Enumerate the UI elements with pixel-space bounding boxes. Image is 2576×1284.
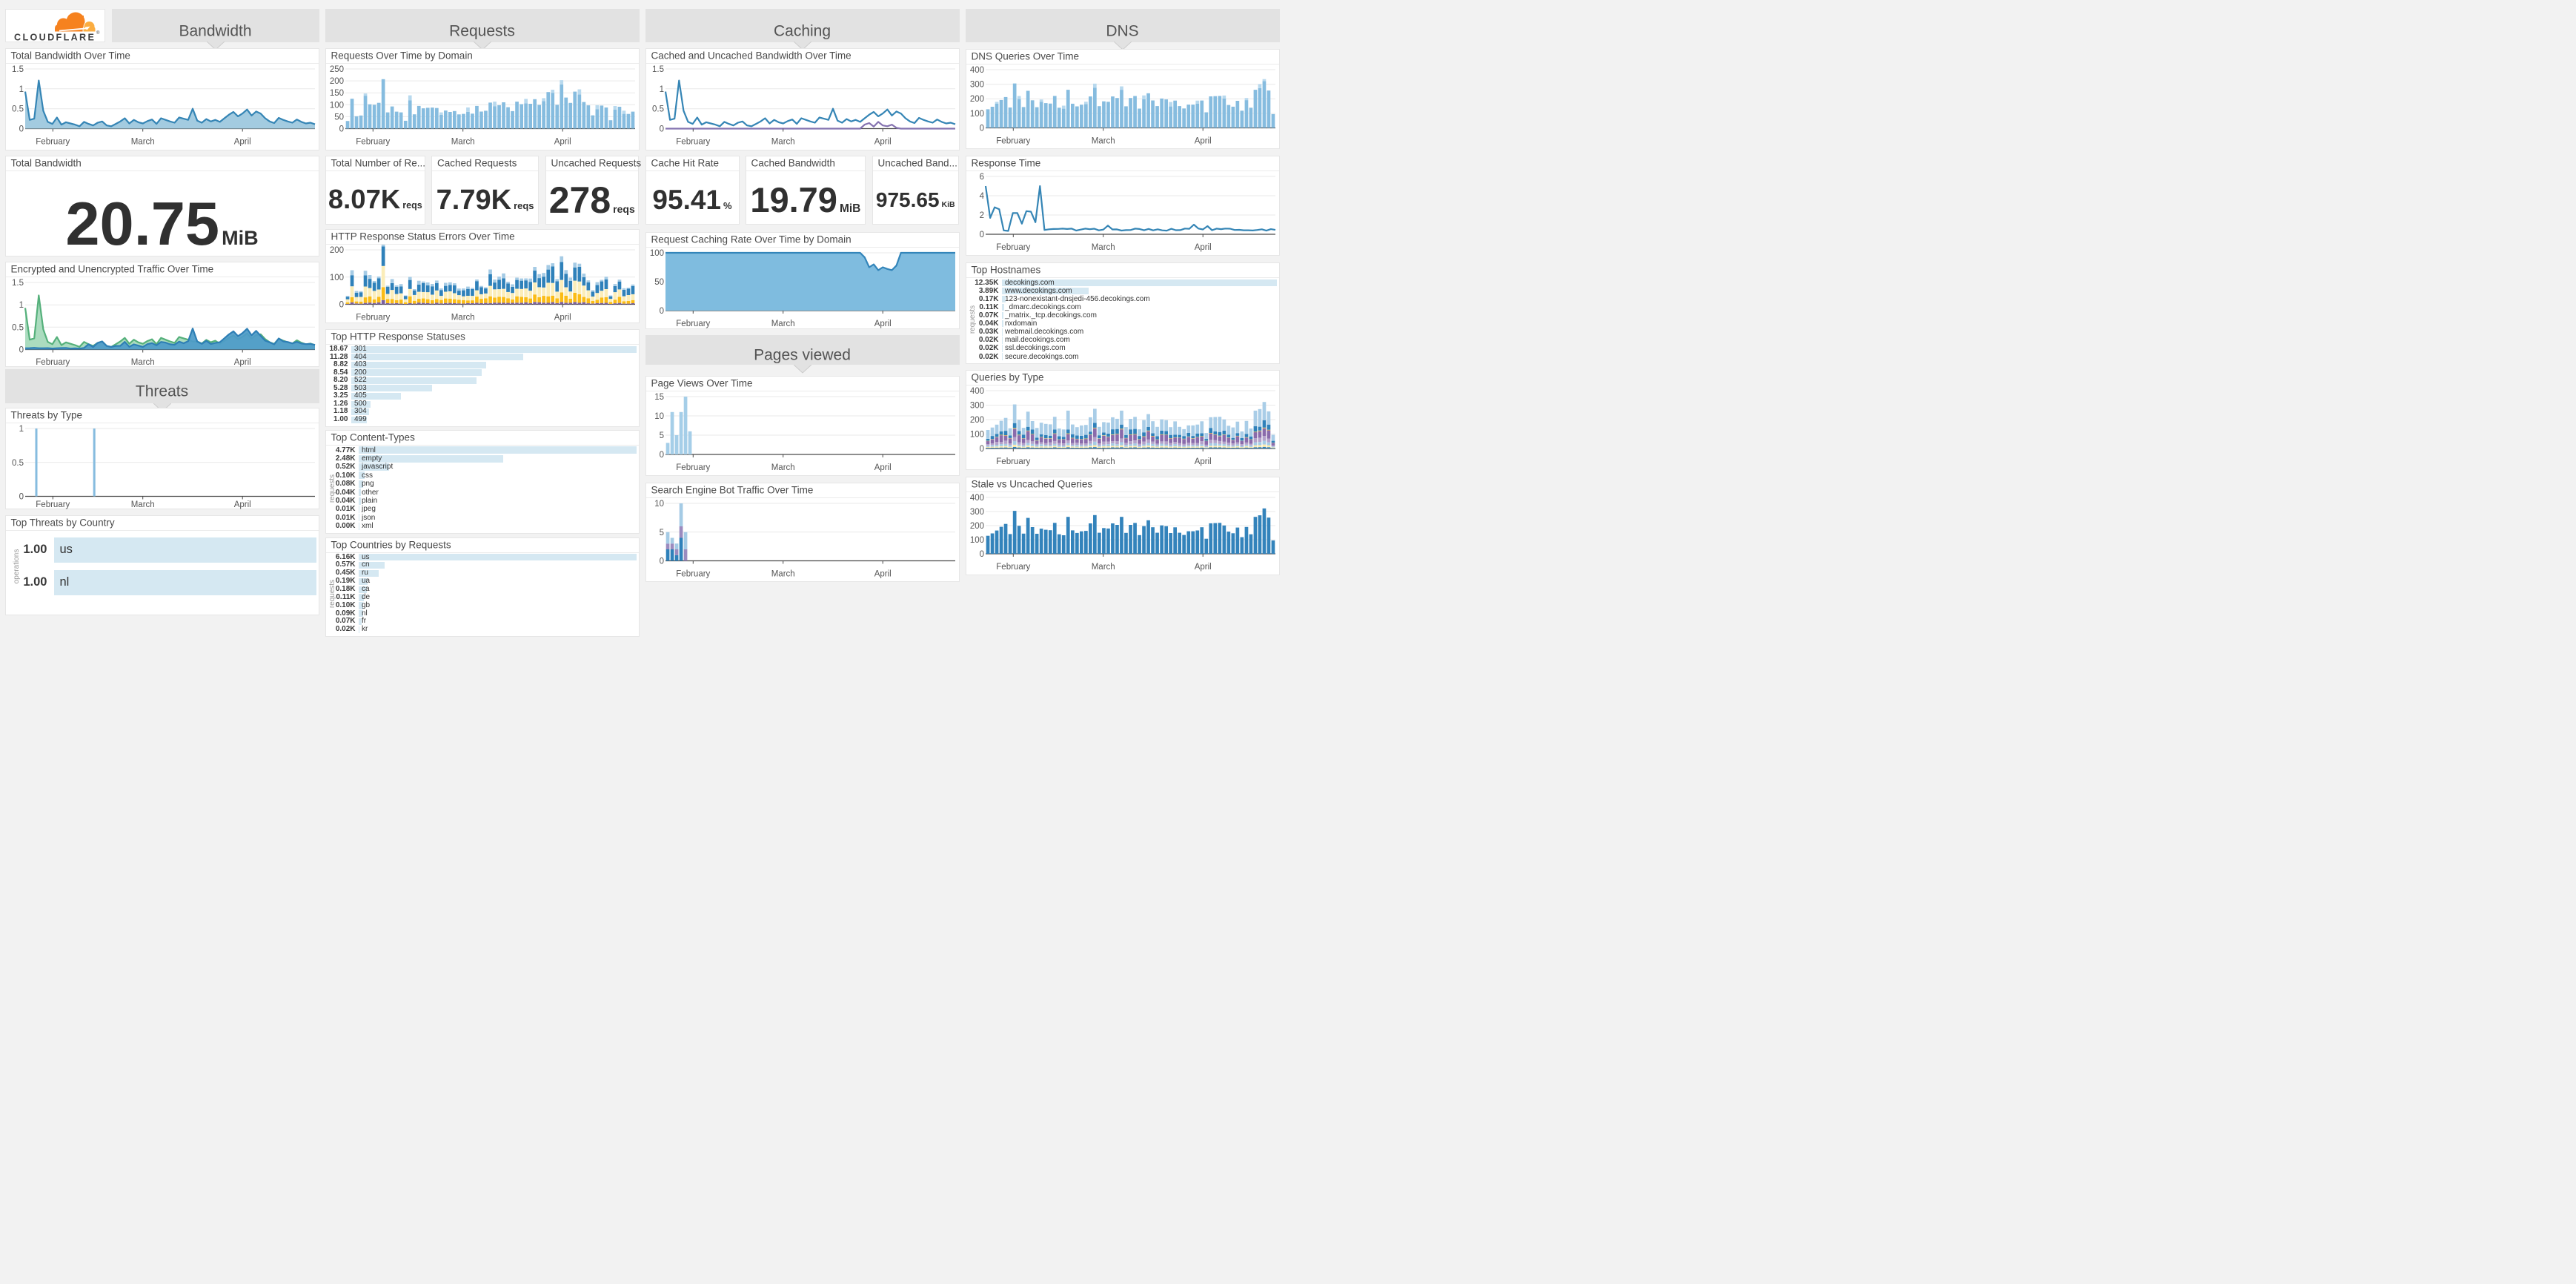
svg-text:March: March (771, 569, 794, 578)
svg-text:250: 250 (329, 65, 343, 74)
svg-text:March: March (771, 320, 794, 328)
svg-text:100: 100 (969, 109, 983, 118)
svg-text:10: 10 (654, 412, 664, 421)
svg-text:5: 5 (659, 431, 663, 440)
svg-text:2: 2 (979, 211, 983, 220)
svg-text:April: April (554, 138, 571, 147)
svg-text:April: April (233, 500, 250, 509)
svg-text:April: April (874, 138, 891, 147)
svg-text:100: 100 (329, 274, 343, 282)
svg-text:400: 400 (969, 387, 983, 396)
svg-text:6: 6 (979, 173, 983, 182)
svg-text:April: April (1194, 243, 1211, 252)
svg-text:200: 200 (329, 246, 343, 255)
svg-text:0: 0 (339, 301, 343, 310)
svg-text:March: March (1091, 457, 1115, 466)
svg-text:50: 50 (654, 278, 664, 287)
svg-text:0: 0 (979, 231, 983, 239)
svg-text:1.5: 1.5 (12, 65, 24, 74)
svg-text:April: April (233, 358, 250, 367)
svg-text:100: 100 (649, 249, 663, 258)
svg-text:February: February (676, 569, 710, 578)
svg-text:April: April (1194, 136, 1211, 145)
svg-text:March: March (771, 463, 794, 472)
svg-text:300: 300 (969, 80, 983, 89)
svg-text:200: 200 (969, 95, 983, 104)
svg-text:100: 100 (969, 536, 983, 545)
svg-text:April: April (233, 138, 250, 147)
svg-text:400: 400 (969, 66, 983, 75)
svg-text:1.5: 1.5 (652, 65, 664, 74)
svg-text:1: 1 (19, 85, 23, 94)
svg-text:0: 0 (19, 125, 23, 134)
svg-text:0: 0 (659, 557, 663, 566)
svg-text:March: March (1091, 563, 1115, 572)
svg-text:150: 150 (329, 89, 343, 98)
svg-text:CLOUDFLARE: CLOUDFLARE (14, 32, 96, 42)
svg-text:300: 300 (969, 508, 983, 517)
svg-text:March: March (130, 138, 154, 147)
svg-text:200: 200 (969, 522, 983, 531)
svg-text:March: March (130, 358, 154, 367)
svg-text:0: 0 (979, 124, 983, 133)
svg-text:100: 100 (969, 430, 983, 439)
svg-text:200: 200 (329, 77, 343, 86)
svg-text:March: March (451, 314, 474, 322)
svg-text:0: 0 (19, 346, 23, 355)
svg-text:April: April (1194, 563, 1211, 572)
svg-text:0.5: 0.5 (652, 105, 664, 114)
svg-text:February: February (676, 138, 710, 147)
svg-text:1.5: 1.5 (12, 279, 24, 288)
svg-text:0.5: 0.5 (12, 105, 24, 114)
svg-text:®: ® (96, 30, 100, 36)
svg-text:5: 5 (659, 528, 663, 537)
svg-text:0: 0 (659, 125, 663, 134)
svg-text:100: 100 (329, 101, 343, 110)
svg-text:0: 0 (979, 445, 983, 454)
svg-text:15: 15 (654, 393, 664, 402)
svg-text:0.5: 0.5 (12, 459, 24, 468)
svg-text:400: 400 (969, 494, 983, 503)
svg-text:4: 4 (979, 192, 984, 201)
svg-text:April: April (874, 569, 891, 578)
svg-text:February: February (996, 563, 1030, 572)
svg-text:50: 50 (334, 113, 344, 122)
svg-text:February: February (356, 314, 390, 322)
svg-text:0: 0 (659, 451, 663, 460)
svg-text:February: February (36, 500, 70, 509)
svg-text:1: 1 (659, 85, 663, 94)
svg-text:200: 200 (969, 416, 983, 425)
svg-text:0: 0 (339, 125, 343, 134)
svg-text:February: February (36, 358, 70, 367)
svg-text:0: 0 (979, 550, 983, 559)
svg-text:April: April (874, 320, 891, 328)
svg-text:1: 1 (19, 425, 23, 434)
svg-text:February: February (996, 243, 1030, 252)
svg-text:300: 300 (969, 401, 983, 410)
svg-text:February: February (676, 320, 710, 328)
svg-text:March: March (1091, 136, 1115, 145)
svg-text:March: March (451, 138, 474, 147)
svg-text:April: April (554, 314, 571, 322)
svg-text:February: February (996, 136, 1030, 145)
svg-text:February: February (356, 138, 390, 147)
svg-text:February: February (36, 138, 70, 147)
svg-text:March: March (771, 138, 794, 147)
svg-text:April: April (874, 463, 891, 472)
svg-text:February: February (676, 463, 710, 472)
svg-text:March: March (1091, 243, 1115, 252)
svg-text:0: 0 (19, 493, 23, 502)
svg-text:10: 10 (654, 500, 664, 509)
svg-text:March: March (130, 500, 154, 509)
svg-text:0.5: 0.5 (12, 323, 24, 332)
svg-text:0: 0 (659, 307, 663, 316)
svg-text:April: April (1194, 457, 1211, 466)
svg-text:February: February (996, 457, 1030, 466)
svg-text:1: 1 (19, 301, 23, 310)
